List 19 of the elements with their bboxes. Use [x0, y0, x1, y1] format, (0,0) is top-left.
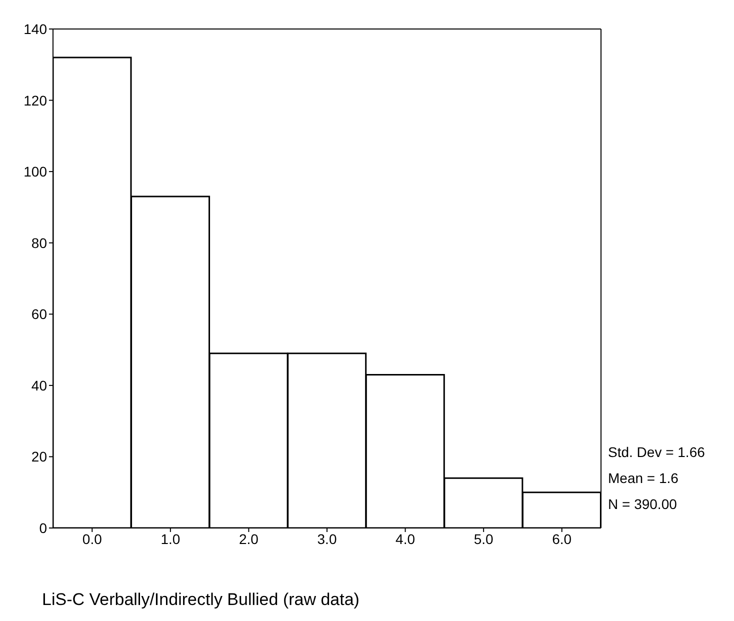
y-tick-label: 100 [24, 164, 48, 180]
text: N = 390.00 [608, 496, 677, 512]
y-tick-label: 120 [24, 92, 48, 108]
y-tick-label: 80 [31, 234, 48, 251]
y-tick-label: 0 [39, 520, 48, 536]
x-tick-label: 0.0 [82, 530, 102, 547]
y-tick-label: 60 [31, 306, 48, 322]
x-tick-label: 6.0 [552, 530, 572, 547]
x-tick-label: 1.0 [160, 530, 180, 547]
y-tick-label: 40 [31, 377, 48, 394]
y-tick-label: 140 [24, 20, 48, 37]
text: Std. Dev = 1.66 [608, 444, 705, 460]
x-tick-label: 3.0 [317, 530, 337, 547]
x-tick-label: 4.0 [396, 530, 416, 547]
x-tick-label: 2.0 [238, 530, 259, 547]
x-tick-label: 5.0 [474, 530, 494, 547]
text: Mean = 1.6 [608, 470, 678, 486]
y-tick-label: 20 [31, 448, 48, 465]
x-axis-title: LiS-C Verbally/Indirectly Bullied (raw data) [42, 590, 360, 610]
